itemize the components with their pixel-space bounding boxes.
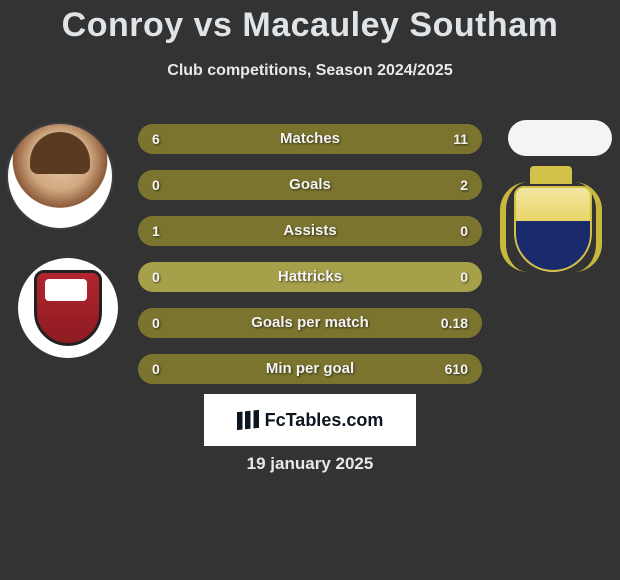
player-right-avatar	[508, 120, 612, 156]
stat-label: Matches	[138, 124, 482, 154]
stat-label: Goals	[138, 170, 482, 200]
stat-right-value: 0	[460, 262, 468, 292]
stat-left-value: 0	[152, 354, 160, 384]
club-right-badge	[500, 172, 602, 282]
stat-label: Goals per match	[138, 308, 482, 338]
page-title: Conroy vs Macauley Southam	[0, 6, 620, 45]
stat-left-value: 1	[152, 216, 160, 246]
stat-left-value: 6	[152, 124, 160, 154]
stat-label: Min per goal	[138, 354, 482, 384]
player-left-avatar	[8, 124, 112, 228]
stat-right-value: 0.18	[441, 308, 468, 338]
stat-label: Assists	[138, 216, 482, 246]
subtitle: Club competitions, Season 2024/2025	[0, 62, 620, 80]
stats-bar-group: Matches611Goals02Assists10Hattricks00Goa…	[138, 124, 482, 400]
brand-text: FcTables.com	[265, 410, 384, 431]
stat-label: Hattricks	[138, 262, 482, 292]
stat-bar-row: Matches6 11	[138, 124, 482, 154]
stat-right-value: 0	[460, 216, 468, 246]
stat-bar-row: Hattricks0 0	[138, 262, 482, 292]
stat-bar-row: Assists1 0	[138, 216, 482, 246]
stat-right-value: 610	[445, 354, 468, 384]
stat-left-value: 0	[152, 170, 160, 200]
stat-right-value: 11	[453, 124, 468, 154]
stat-left-value: 0	[152, 308, 160, 338]
stat-bar-row: Min per goal0 610	[138, 354, 482, 384]
stat-bar-row: Goals per match0 0.18	[138, 308, 482, 338]
club-left-badge	[18, 258, 118, 358]
fctables-logo-icon	[237, 410, 259, 430]
date-text: 19 january 2025	[0, 454, 620, 474]
brand-box: FcTables.com	[204, 394, 416, 446]
stat-right-value: 2	[460, 170, 468, 200]
crown-icon	[530, 166, 572, 184]
stat-bar-row: Goals0 2	[138, 170, 482, 200]
club-right-shield-icon	[514, 186, 592, 272]
stat-left-value: 0	[152, 262, 160, 292]
club-left-shield-icon	[34, 270, 102, 346]
